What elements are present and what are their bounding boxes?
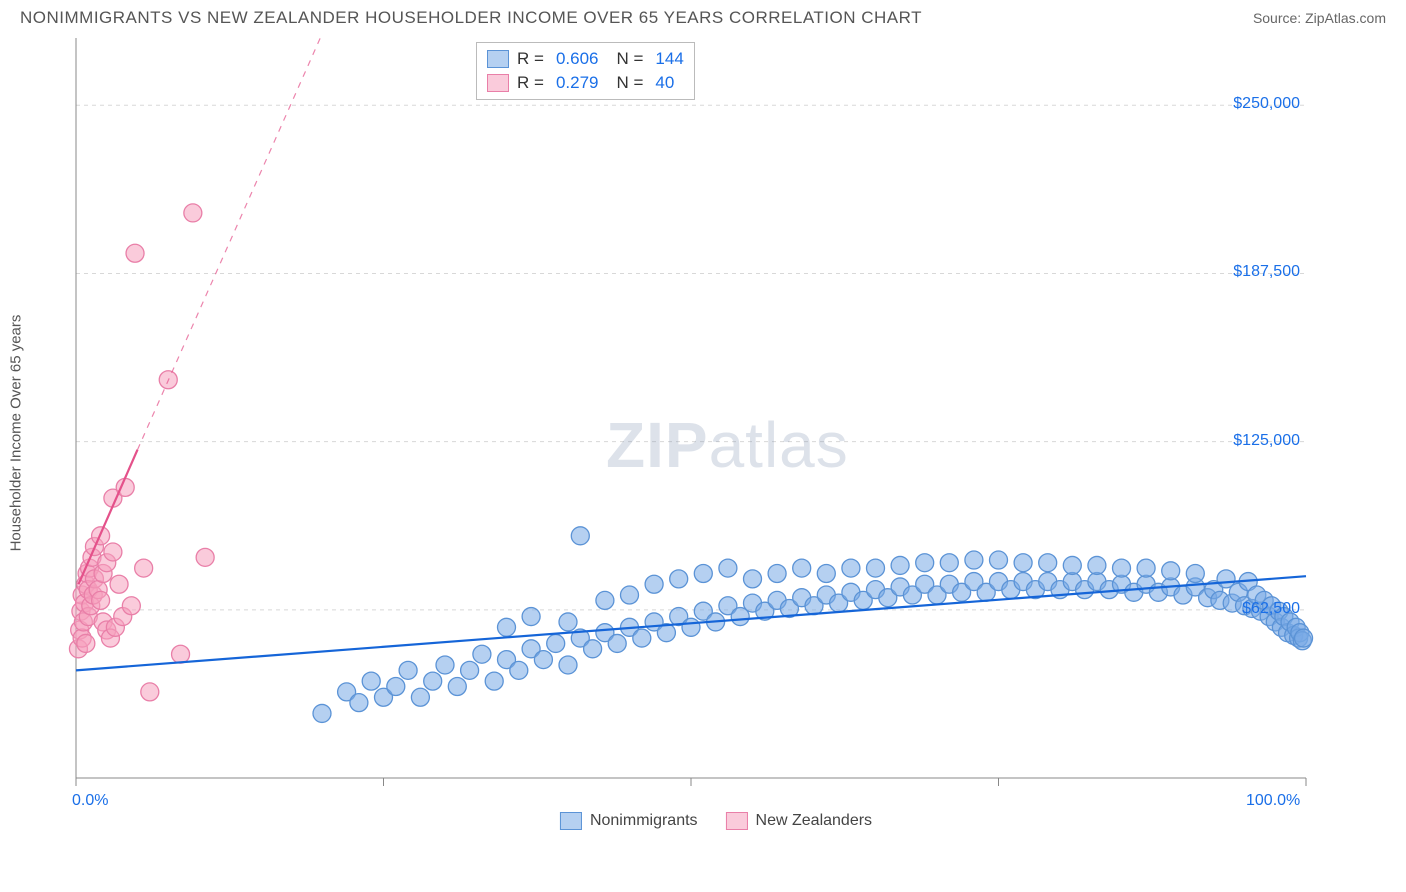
series-label: New Zealanders [756, 812, 873, 830]
r-value: 0.606 [556, 49, 599, 69]
legend-row-newzealanders: R = 0.279 N = 40 [487, 71, 684, 95]
r-value: 0.279 [556, 73, 599, 93]
n-value: 144 [655, 49, 683, 69]
chart-container: Householder Income Over 65 years ZIPatla… [46, 38, 1386, 828]
swatch-icon [726, 812, 748, 830]
n-value: 40 [655, 73, 674, 93]
scatter-plot [46, 38, 1386, 828]
source-attribution: Source: ZipAtlas.com [1253, 10, 1386, 26]
x-tick-label: 0.0% [72, 792, 108, 810]
r-label: R = [517, 73, 544, 93]
swatch-icon [487, 74, 509, 92]
series-label: Nonimmigrants [590, 812, 698, 830]
y-tick-label: $125,000 [1233, 432, 1300, 450]
legend-item-newzealanders: New Zealanders [726, 812, 873, 830]
chart-title: NONIMMIGRANTS VS NEW ZEALANDER HOUSEHOLD… [20, 8, 922, 28]
swatch-icon [560, 812, 582, 830]
y-tick-label: $62,500 [1242, 600, 1300, 618]
swatch-icon [487, 50, 509, 68]
correlation-legend: R = 0.606 N = 144 R = 0.279 N = 40 [476, 42, 695, 100]
n-label: N = [616, 49, 643, 69]
n-label: N = [616, 73, 643, 93]
r-label: R = [517, 49, 544, 69]
y-tick-label: $187,500 [1233, 263, 1300, 281]
x-axis-legend: Nonimmigrants New Zealanders [560, 812, 872, 830]
legend-item-nonimmigrants: Nonimmigrants [560, 812, 698, 830]
x-tick-label: 100.0% [1246, 792, 1300, 810]
y-axis-label: Householder Income Over 65 years [8, 315, 25, 552]
legend-row-nonimmigrants: R = 0.606 N = 144 [487, 47, 684, 71]
y-tick-label: $250,000 [1233, 95, 1300, 113]
